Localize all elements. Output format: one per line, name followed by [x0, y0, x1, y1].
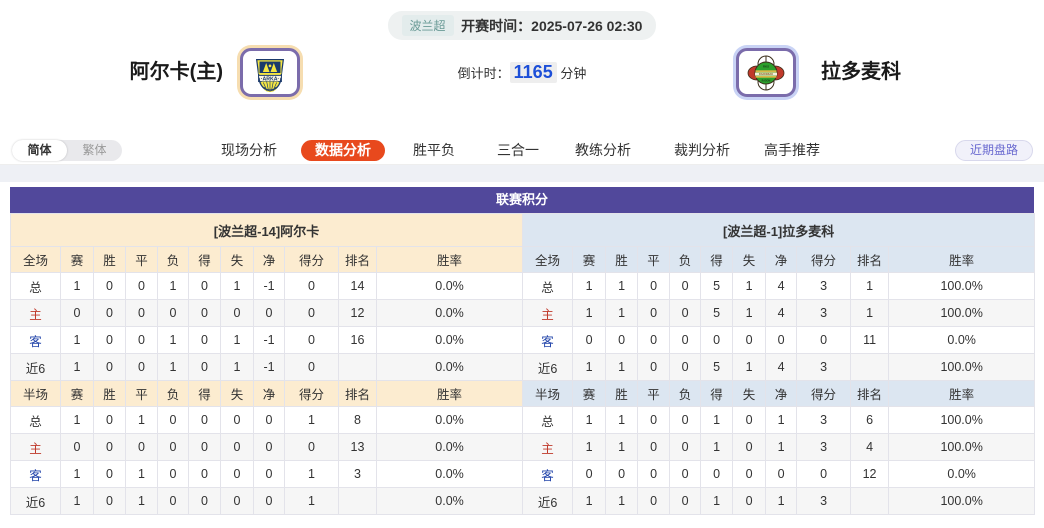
- svg-text:RADOM: RADOM: [762, 79, 771, 82]
- svg-text:RADOMIAK: RADOMIAK: [759, 71, 773, 75]
- svg-text:RKS: RKS: [763, 64, 769, 68]
